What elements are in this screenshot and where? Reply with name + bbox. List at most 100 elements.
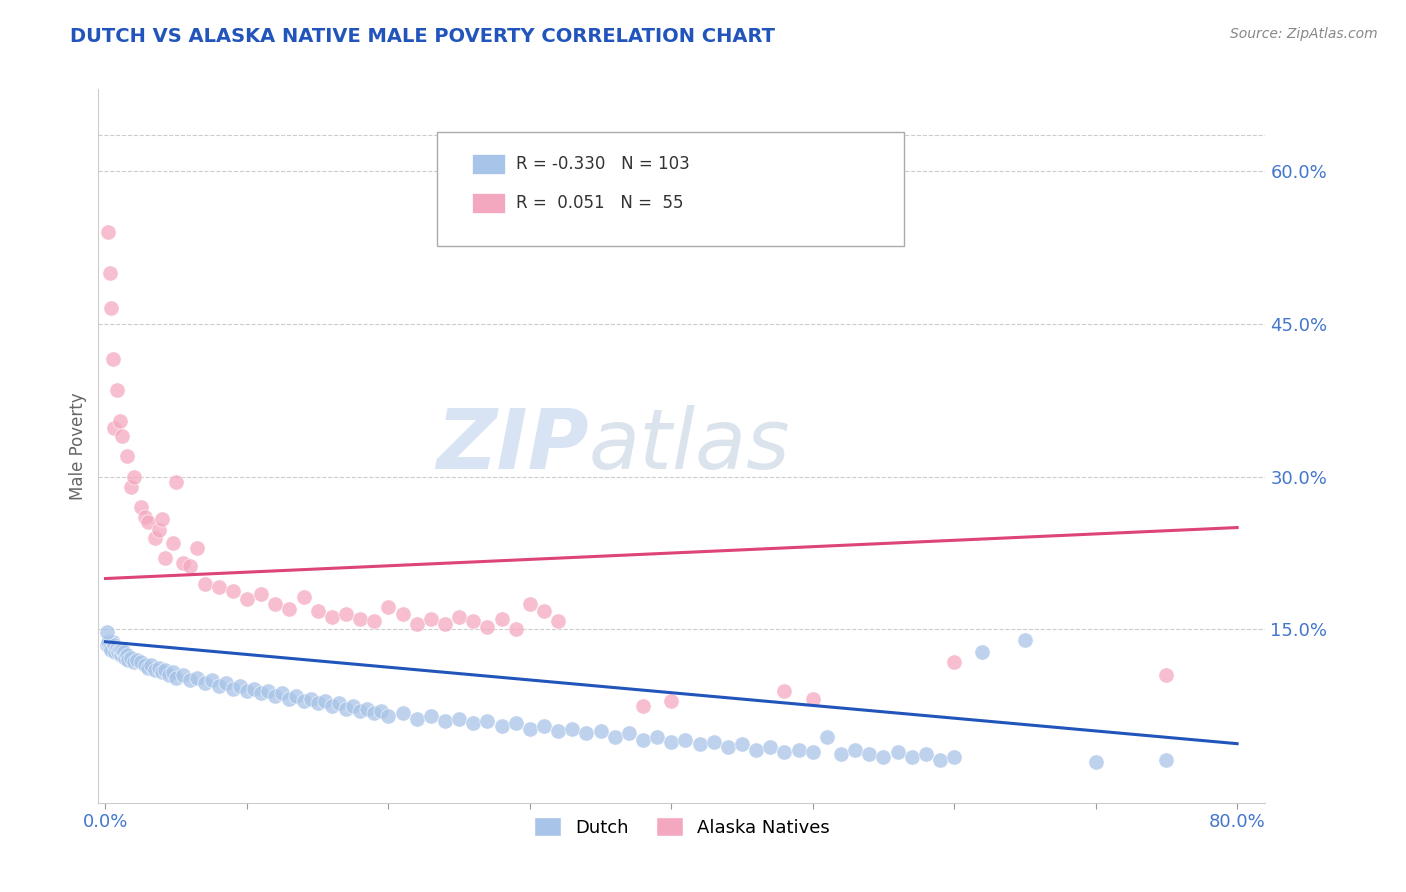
Point bbox=[96, 638, 118, 652]
Point bbox=[208, 580, 231, 594]
Point bbox=[117, 653, 139, 667]
Point bbox=[645, 730, 668, 744]
Point bbox=[150, 665, 173, 680]
Point bbox=[603, 730, 626, 744]
Point bbox=[107, 645, 129, 659]
Point bbox=[419, 612, 441, 626]
Point bbox=[98, 640, 121, 655]
Point bbox=[689, 737, 711, 751]
Point bbox=[321, 698, 343, 713]
Point bbox=[886, 745, 908, 759]
Point bbox=[915, 747, 938, 761]
Point bbox=[292, 694, 315, 708]
Point bbox=[659, 694, 682, 708]
Point bbox=[900, 750, 922, 764]
Point bbox=[125, 653, 148, 667]
Point bbox=[179, 559, 201, 574]
Point bbox=[342, 698, 364, 713]
Point bbox=[134, 658, 156, 673]
Point bbox=[243, 681, 266, 696]
Point bbox=[1084, 755, 1107, 769]
Point bbox=[405, 617, 427, 632]
FancyBboxPatch shape bbox=[437, 132, 904, 246]
Point bbox=[129, 500, 152, 515]
Point bbox=[844, 743, 866, 757]
Point bbox=[731, 737, 754, 751]
Point bbox=[299, 691, 322, 706]
Point bbox=[250, 587, 273, 601]
Point bbox=[172, 556, 194, 570]
Point bbox=[449, 610, 471, 624]
Point bbox=[115, 648, 138, 662]
Point bbox=[101, 352, 124, 367]
Point bbox=[97, 634, 120, 648]
Point bbox=[110, 648, 132, 662]
Point bbox=[115, 449, 138, 463]
Point bbox=[165, 475, 187, 489]
Point bbox=[96, 624, 118, 639]
Point bbox=[215, 675, 238, 690]
Point bbox=[801, 745, 824, 759]
Point bbox=[519, 597, 541, 611]
Text: Source: ZipAtlas.com: Source: ZipAtlas.com bbox=[1230, 27, 1378, 41]
Point bbox=[157, 668, 180, 682]
Point bbox=[815, 730, 838, 744]
Point bbox=[419, 709, 441, 723]
Point bbox=[136, 661, 159, 675]
Point bbox=[285, 689, 308, 703]
Point bbox=[134, 510, 156, 524]
Point bbox=[136, 516, 159, 530]
Point bbox=[236, 683, 259, 698]
Point bbox=[120, 480, 142, 494]
Point bbox=[100, 643, 122, 657]
Point bbox=[801, 691, 824, 706]
Point bbox=[148, 523, 170, 537]
Point bbox=[186, 672, 208, 686]
Point bbox=[505, 623, 527, 637]
Point bbox=[271, 686, 294, 700]
Point bbox=[463, 615, 485, 629]
Point bbox=[1014, 632, 1036, 647]
Point bbox=[129, 655, 152, 669]
Point bbox=[143, 531, 166, 545]
Point bbox=[363, 615, 385, 629]
Point bbox=[179, 673, 201, 688]
Point bbox=[491, 719, 513, 733]
Point bbox=[858, 747, 880, 761]
Point bbox=[575, 726, 598, 740]
Point bbox=[264, 689, 287, 703]
Point bbox=[292, 590, 315, 604]
Point bbox=[264, 597, 287, 611]
Point bbox=[321, 610, 343, 624]
Point bbox=[745, 743, 768, 757]
Point bbox=[943, 655, 966, 669]
Point bbox=[1156, 753, 1178, 767]
Point bbox=[143, 663, 166, 677]
Point bbox=[561, 723, 583, 737]
Point bbox=[222, 583, 245, 598]
Point bbox=[193, 576, 215, 591]
Point bbox=[872, 750, 894, 764]
Point bbox=[162, 665, 184, 680]
Point bbox=[356, 702, 378, 716]
Point bbox=[972, 645, 994, 659]
Point bbox=[477, 714, 499, 729]
Point bbox=[349, 612, 371, 626]
Point bbox=[208, 679, 231, 693]
Point bbox=[229, 679, 252, 693]
Point bbox=[533, 719, 555, 733]
Point bbox=[150, 512, 173, 526]
Point bbox=[186, 541, 208, 555]
Point bbox=[328, 696, 350, 710]
Point bbox=[391, 706, 413, 720]
Point bbox=[105, 640, 128, 655]
Point bbox=[335, 607, 357, 622]
Point bbox=[108, 643, 131, 657]
Point bbox=[153, 551, 176, 566]
Point bbox=[139, 658, 162, 673]
Point bbox=[377, 600, 399, 615]
Text: ZIP: ZIP bbox=[436, 406, 589, 486]
Point bbox=[349, 704, 371, 718]
Point bbox=[773, 683, 796, 698]
Point bbox=[120, 651, 142, 665]
